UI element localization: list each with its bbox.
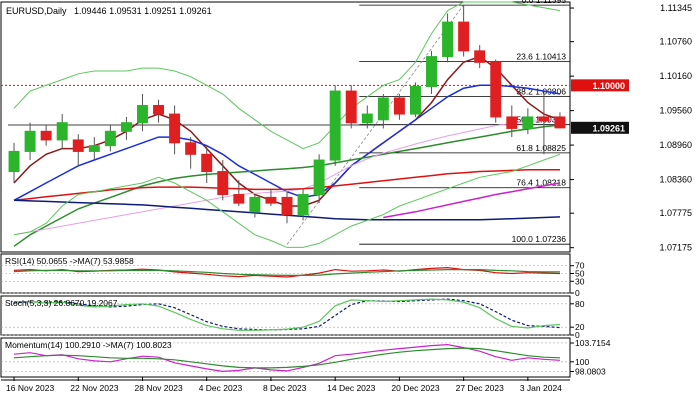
candle-body — [233, 194, 245, 204]
date-tick-label: 3 Jan 2024 — [520, 383, 562, 393]
candle-body — [474, 50, 486, 63]
fib-level-label: 0.0 1.11395 — [522, 0, 567, 5]
candle-body — [377, 97, 389, 121]
price-tick-label: 1.07775 — [659, 208, 692, 218]
axis-labels: 1.11345 1.10760 1.10160 1.09560 1.08960 1.083… — [5, 3, 692, 393]
date-tick-label: 28 Nov 2023 — [134, 383, 182, 393]
date-tick-label: 20 Dec 2023 — [391, 383, 439, 393]
candle-body — [281, 196, 293, 216]
momentum-label: Momentum(14) 100.2910 ->MA(7) 100.8023 — [5, 340, 172, 350]
rsi-tick-label: 50 — [575, 269, 585, 279]
candle-body — [329, 90, 341, 161]
candle-body — [88, 145, 100, 152]
candle-body — [120, 122, 132, 132]
candle-body — [169, 113, 181, 144]
fib-level-label: 100.0 1.07236 — [512, 234, 567, 244]
date-tick-label: 4 Dec 2023 — [199, 383, 243, 393]
candlesticks — [8, 4, 566, 224]
candle-body — [8, 150, 20, 173]
candle-body — [426, 56, 437, 87]
date-tick-label: 22 Nov 2023 — [70, 383, 118, 393]
date-tick-label: 27 Dec 2023 — [456, 383, 504, 393]
panel-frame-price — [0, 1, 571, 253]
level-1-10000-tag — [571, 79, 629, 92]
last-price-tag — [571, 121, 629, 134]
date-tick-label: 14 Dec 2023 — [327, 383, 375, 393]
rsi-tick-label: 30 — [575, 276, 585, 286]
moving-average-line — [13, 169, 560, 202]
symbol-label: EURUSD,Daily — [6, 6, 67, 16]
candle-body — [185, 142, 197, 155]
rsi-tick-label: 70 — [575, 261, 585, 271]
price-tick-label: 1.07175 — [659, 243, 692, 253]
candle-body — [538, 116, 550, 122]
chart-symbol-header: EURUSD,Daily 1.09446 1.09531 1.09251 1.0… — [6, 6, 212, 16]
candle-body — [313, 159, 325, 196]
momentum-series-line — [13, 347, 561, 369]
fib-level-label: 76.4 1.08218 — [516, 178, 566, 188]
candle-body — [249, 196, 261, 213]
candle-body — [345, 90, 357, 124]
fib-level-label: 23.6 1.10413 — [516, 52, 566, 62]
candle-body — [153, 104, 165, 115]
stochastic-tick-label: 80 — [575, 299, 585, 309]
price-tick-label: 1.10760 — [659, 37, 692, 47]
candle-body — [490, 61, 502, 118]
panel-frame-momentum — [0, 337, 571, 378]
momentum-tick-label: 100 — [575, 357, 589, 367]
indicator-lines — [13, 266, 561, 373]
stochastic-series-line — [13, 298, 561, 331]
gridlines — [1, 265, 570, 372]
price-tick-label: 1.11345 — [660, 3, 692, 13]
date-tick-label: 8 Dec 2023 — [263, 383, 307, 393]
candle-body — [24, 130, 36, 152]
candle-body — [442, 21, 454, 58]
candle-body — [297, 194, 309, 216]
stochastic-label: Stoch(5,3,3) 26.8670 19.2067 — [5, 298, 118, 308]
rsi-tick-label: 0 — [575, 288, 580, 298]
moving-average-line — [383, 182, 561, 219]
candle-body — [137, 104, 148, 124]
price-tick-label: 1.08960 — [659, 140, 692, 150]
moving-average-line — [13, 119, 561, 236]
candle-body — [40, 130, 52, 141]
moving-average-line — [13, 55, 561, 207]
ohlc-values: 1.09446 1.09531 1.09251 1.09261 — [74, 6, 212, 16]
candle-body — [522, 116, 534, 129]
level-1-10000-label: 1.10000 — [592, 81, 625, 91]
moving-average-line — [13, 84, 561, 201]
moving-average-line — [13, 153, 561, 248]
momentum-tick-label: 98.0803 — [575, 367, 606, 377]
price-tick-label: 1.10160 — [659, 71, 692, 81]
panel-frames — [0, 1, 571, 381]
stochastic-tick-label: 0 — [575, 330, 580, 340]
fib-level-label: 61.8 1.08825 — [516, 143, 566, 153]
last-price-label: 1.09261 — [592, 123, 625, 133]
date-tick-label: 16 Nov 2023 — [6, 383, 54, 393]
rsi-series-line — [13, 269, 560, 276]
candle-body — [554, 116, 566, 129]
candle-body — [361, 113, 373, 124]
stochastic-tick-label: 20 — [575, 322, 585, 332]
moving-averages — [13, 1, 561, 248]
candle-body — [265, 196, 277, 204]
price-tick-label: 1.08360 — [659, 175, 692, 185]
candle-body — [72, 139, 84, 152]
candle-body — [56, 122, 68, 141]
candle-body — [393, 97, 405, 115]
momentum-tick-label: 103.7154 — [575, 338, 611, 348]
candle-body — [201, 153, 213, 173]
fib-level-label: 38.2 1.09806 — [516, 86, 566, 96]
moving-average-line — [13, 124, 561, 247]
candle-body — [217, 171, 229, 196]
candle-body — [506, 116, 518, 129]
rsi-label: RSI(14) 50.0655 ->MA(7) 53.9858 — [5, 256, 134, 266]
moving-average-line — [13, 1, 561, 150]
candle-body — [409, 85, 421, 115]
candle-body — [104, 130, 116, 147]
candle-body — [458, 21, 470, 52]
price-tick-label: 1.09560 — [659, 106, 692, 116]
